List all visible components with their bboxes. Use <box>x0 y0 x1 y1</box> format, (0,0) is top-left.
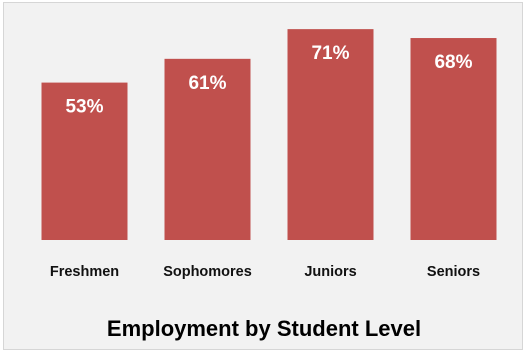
bar-sophomores <box>164 58 251 240</box>
category-label-seniors: Seniors <box>427 264 480 280</box>
chart-frame: 53% 61% 71% 68% Freshmen Sophomores Juniors Se… <box>3 2 523 350</box>
category-label-freshmen: Freshmen <box>50 264 119 280</box>
bar-freshmen <box>41 82 128 240</box>
category-label-sophomores: Sophomores <box>163 264 252 280</box>
chart-title: Employment by Student Level <box>106 316 422 341</box>
bar-group <box>41 29 497 240</box>
category-label-group: Freshmen Sophomores Juniors Seniors <box>50 264 480 280</box>
bar-seniors <box>410 38 497 240</box>
value-label-group: 53% 61% 71% 68% <box>65 43 472 117</box>
bar-chart: 53% 61% 71% 68% Freshmen Sophomores Juniors Se… <box>41 29 497 280</box>
bar-juniors <box>287 29 374 240</box>
value-label-juniors: 71% <box>311 43 349 64</box>
value-label-freshmen: 53% <box>65 97 103 118</box>
value-label-sophomores: 61% <box>188 73 226 94</box>
value-label-seniors: 68% <box>434 52 472 73</box>
category-label-juniors: Juniors <box>304 264 356 280</box>
